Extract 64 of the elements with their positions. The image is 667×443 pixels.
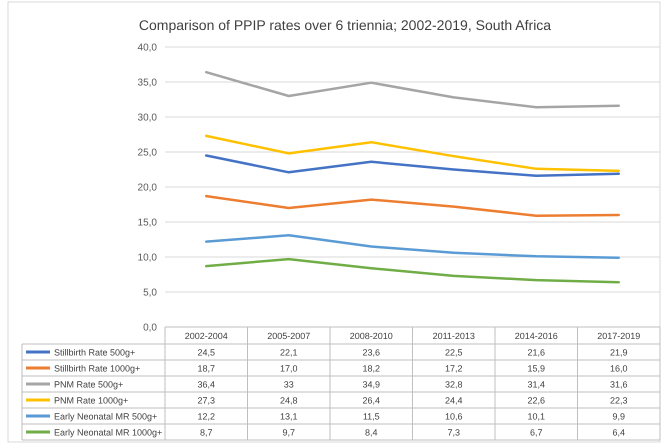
data-label: 18,2 [362, 364, 380, 374]
data-label: 17,0 [280, 364, 298, 374]
data-label: 17,2 [444, 364, 463, 374]
x-tick-label: 2005-2007 [267, 331, 310, 341]
y-tick-label: 35,0 [138, 78, 158, 88]
data-label: 18,7 [197, 364, 216, 374]
data-label: 26,4 [362, 396, 380, 406]
data-label: 23,6 [362, 348, 380, 358]
data-label: 27,3 [197, 396, 216, 406]
line-series [205, 134, 620, 172]
y-tick-label: 10,0 [138, 252, 158, 264]
data-label: 22,5 [444, 348, 463, 358]
line-series [205, 194, 620, 217]
data-label: 11,5 [362, 412, 380, 422]
data-label: 31,6 [610, 380, 628, 390]
data-label: 33 [284, 380, 294, 390]
legend-label: Early Neonatal MR 1000g+ [54, 428, 162, 438]
y-tick-label: 5,0 [143, 288, 158, 298]
x-tick-label: 2017-2019 [597, 331, 640, 341]
data-label: 9,7 [282, 428, 296, 438]
data-label: 6,7 [530, 428, 543, 438]
legend-label: PNM Rate 500g+ [54, 380, 124, 390]
x-tick-label: 2002-2004 [184, 331, 228, 341]
line-series [205, 234, 620, 259]
data-label: 24,8 [280, 396, 298, 406]
x-tick-label: 2014-2016 [514, 331, 558, 341]
data-label: 10,6 [444, 412, 463, 422]
legend-label: PNM Rate 1000g+ [54, 396, 128, 406]
data-label: 16,0 [610, 364, 628, 374]
data-label: 24,4 [444, 396, 463, 406]
x-tick-label: 2011-2013 [432, 331, 475, 341]
data-label: 21,9 [610, 348, 628, 358]
data-label: 9,9 [612, 412, 626, 422]
data-label: 34,9 [362, 380, 380, 390]
data-label: 13,1 [280, 412, 298, 422]
line-series [205, 70, 620, 108]
data-label: 21,6 [527, 348, 546, 358]
data-label: 32,8 [444, 380, 463, 390]
data-label: 7,3 [447, 428, 460, 438]
data-label: 12,2 [197, 412, 216, 422]
data-label: 31,4 [527, 380, 546, 390]
y-tick-label: 40,0 [138, 42, 158, 54]
data-label: 8,4 [364, 428, 378, 438]
y-tick-label: 20,0 [138, 182, 158, 194]
data-label: 22,6 [527, 396, 546, 406]
data-label: 24,5 [197, 348, 216, 358]
line-series [205, 154, 620, 178]
y-tick-label: 25,0 [138, 148, 158, 158]
data-label: 10,1 [527, 412, 546, 422]
x-tick-label: 2008-2010 [350, 331, 393, 341]
data-label: 15,9 [527, 364, 546, 374]
data-label: 22,3 [610, 396, 628, 406]
data-label: 22,1 [280, 348, 298, 358]
data-label: 36,4 [197, 380, 216, 390]
line-series [205, 258, 620, 284]
y-tick-label: 30,0 [138, 112, 158, 124]
legend-label: Stillbirth Rate 1000g+ [54, 364, 140, 374]
legend-label: Stillbirth Rate 500g+ [54, 348, 136, 358]
y-tick-label: 0,0 [143, 322, 158, 334]
y-tick-label: 15,0 [138, 218, 158, 228]
legend-label: Early Neonatal MR 500g+ [54, 412, 158, 422]
chart-title: Comparison of PPIP rates over 6 triennia; 2002-2019, South Africa [138, 17, 552, 33]
data-label: 6,4 [612, 428, 626, 438]
data-label: 8,7 [200, 428, 213, 438]
